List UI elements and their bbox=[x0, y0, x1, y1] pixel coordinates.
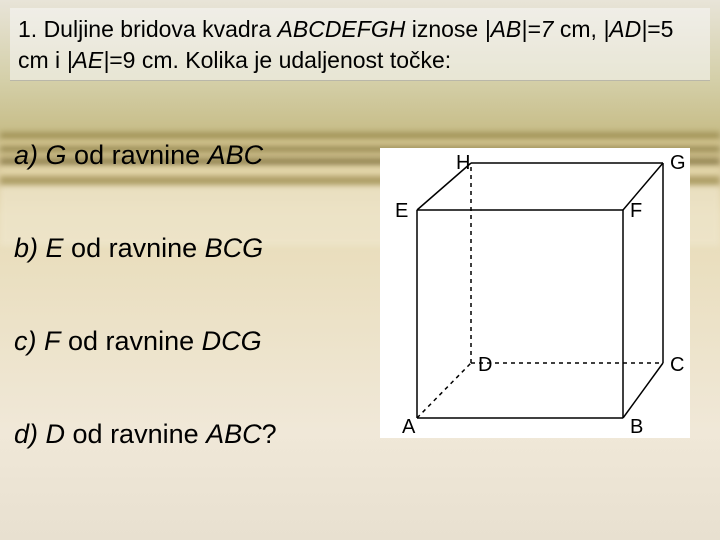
question-prefix: 1. Duljine bridova kvadra bbox=[18, 16, 278, 42]
option-c-letter: c) bbox=[14, 326, 37, 356]
option-b-mid: od ravnine bbox=[64, 233, 205, 263]
options-list: a) G od ravnine ABC b) E od ravnine BCG … bbox=[14, 140, 277, 450]
option-a-plane: ABC bbox=[208, 140, 264, 170]
edge1: |AB|=7 bbox=[485, 16, 554, 42]
option-a-vertex: G bbox=[46, 140, 67, 170]
cuboid-svg bbox=[380, 148, 690, 438]
line2a: cm, bbox=[553, 16, 603, 42]
vertex-label-F: F bbox=[630, 200, 642, 223]
solid-name: ABCDEFGH bbox=[278, 16, 406, 42]
option-d-mid: od ravnine bbox=[65, 419, 206, 449]
vertex-label-A: A bbox=[402, 416, 415, 439]
question-text: 1. Duljine bridova kvadra ABCDEFGH iznos… bbox=[10, 8, 710, 81]
vertex-label-G: G bbox=[670, 152, 686, 175]
option-c-plane: DCG bbox=[202, 326, 262, 356]
cuboid-diagram: A B C D E F G H bbox=[380, 148, 690, 438]
vertex-label-H: H bbox=[456, 152, 470, 175]
vertex-label-D: D bbox=[478, 354, 492, 377]
option-a: a) G od ravnine ABC bbox=[14, 140, 277, 171]
option-a-letter: a) bbox=[14, 140, 38, 170]
option-d-tail: ? bbox=[262, 419, 277, 449]
option-b-vertex: E bbox=[46, 233, 64, 263]
option-c-mid: od ravnine bbox=[61, 326, 202, 356]
option-b-plane: BCG bbox=[205, 233, 264, 263]
option-a-mid: od ravnine bbox=[67, 140, 208, 170]
line2c: =9 cm. Kolika je udaljenost točke: bbox=[109, 47, 451, 73]
edge3: |AE| bbox=[67, 47, 110, 73]
question-mid1: iznose bbox=[405, 16, 484, 42]
option-d-vertex: D bbox=[46, 419, 66, 449]
option-c-vertex: F bbox=[44, 326, 61, 356]
option-b-letter: b) bbox=[14, 233, 38, 263]
edge2: |AD| bbox=[603, 16, 647, 42]
option-d-plane: ABC bbox=[206, 419, 262, 449]
vertex-label-B: B bbox=[630, 416, 643, 439]
vertex-label-C: C bbox=[670, 354, 684, 377]
option-b: b) E od ravnine BCG bbox=[14, 233, 277, 264]
vertex-label-E: E bbox=[395, 200, 408, 223]
option-c: c) F od ravnine DCG bbox=[14, 326, 277, 357]
option-d: d) D od ravnine ABC? bbox=[14, 419, 277, 450]
option-d-letter: d) bbox=[14, 419, 38, 449]
